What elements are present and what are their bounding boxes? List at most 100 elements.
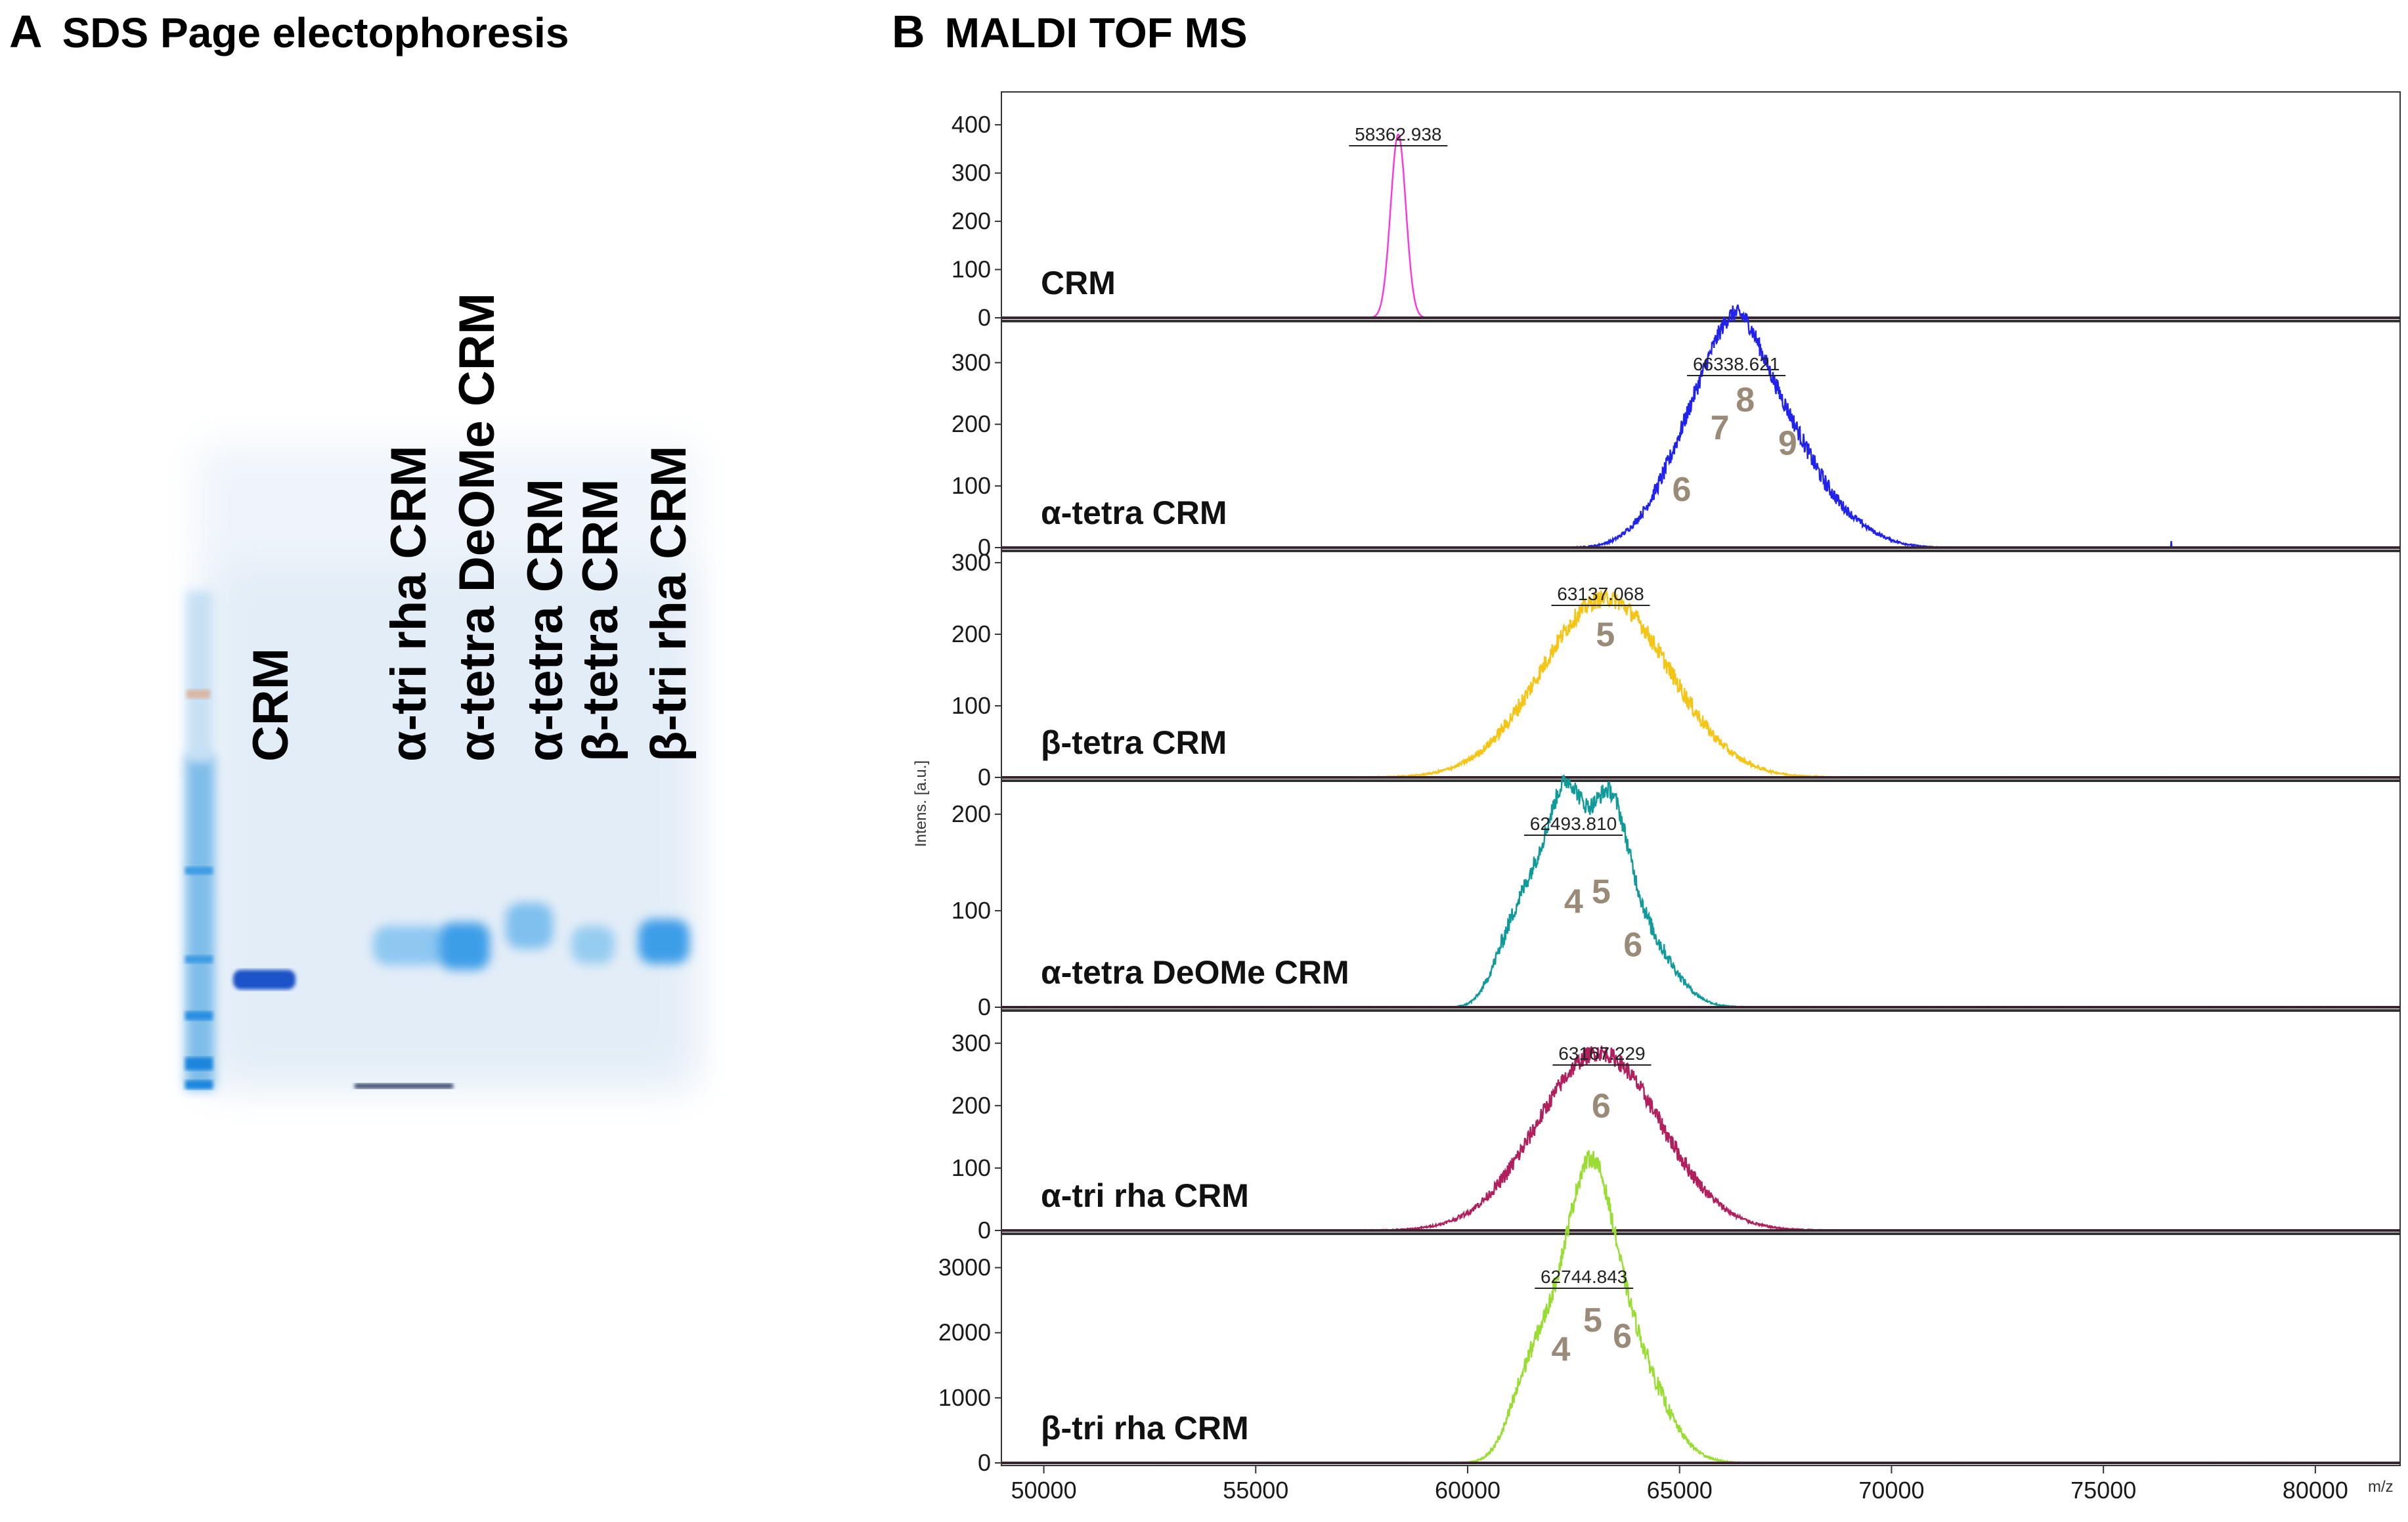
y-tick-label: 200 bbox=[952, 800, 991, 827]
y-tick-label: 0 bbox=[978, 764, 991, 791]
y-tick-label: 0 bbox=[978, 304, 991, 331]
y-tick-label: 100 bbox=[952, 472, 991, 499]
gel-band-beta-tri-rha bbox=[638, 919, 690, 964]
y-tick-label: 2000 bbox=[938, 1319, 991, 1346]
y-tick-label: 200 bbox=[952, 1092, 991, 1119]
x-tick-label: 80000 bbox=[2283, 1477, 2348, 1504]
glycoform-number: 7 bbox=[1711, 409, 1730, 447]
sample-label: β-tri rha CRM bbox=[1041, 1410, 1249, 1446]
ladder-band-1 bbox=[186, 689, 210, 699]
gel-lane-labels: CRM α-tri rha CRM α-tetra DeOMe CRM α-te… bbox=[243, 293, 697, 762]
y-tick-label: 3000 bbox=[938, 1254, 991, 1281]
spectrum-frame bbox=[1001, 91, 2401, 321]
spectrum-panel-2: 0 100 200 300 β-tetra CRM 63137.068 5 bbox=[952, 549, 2401, 791]
glycoform-number: 4 bbox=[1552, 1331, 1571, 1369]
glycoform-number: 6 bbox=[1672, 471, 1691, 509]
y-tick-label: 200 bbox=[952, 410, 991, 437]
x-tick-label: 70000 bbox=[1858, 1477, 1924, 1504]
gel-band-crm bbox=[233, 970, 296, 989]
gel-band-alpha-tetra bbox=[506, 903, 553, 949]
lane-label-alpha-tetra-crm: α-tetra CRM bbox=[517, 479, 573, 762]
sample-label: α-tetra CRM bbox=[1041, 494, 1227, 531]
peak-mass-label: 63167.229 bbox=[1558, 1043, 1645, 1064]
ladder-band-4 bbox=[185, 1011, 213, 1020]
y-tick-label: 200 bbox=[952, 207, 991, 234]
y-tick-label: 100 bbox=[952, 692, 991, 719]
ms-spectra: 0100200300400CRM58362.9380100200300α-tet… bbox=[938, 91, 2401, 1504]
peak-mass-label: 66338.621 bbox=[1693, 354, 1780, 374]
y-tick-label: 300 bbox=[952, 160, 991, 186]
lane-label-beta-tetra-crm: β-tetra CRM bbox=[573, 479, 628, 762]
peak-mass-label: 58362.938 bbox=[1355, 124, 1441, 144]
ladder-band-3 bbox=[185, 955, 213, 963]
glycoform-number: 5 bbox=[1583, 1301, 1602, 1339]
gel-background-core bbox=[217, 565, 690, 1077]
sample-label: β-tetra CRM bbox=[1041, 724, 1227, 761]
peak-mass-label: 62493.810 bbox=[1530, 814, 1617, 834]
y-tick-label: 0 bbox=[978, 1217, 991, 1244]
panel-b-title: B MALDI TOF MS bbox=[892, 5, 1248, 58]
gel-image bbox=[185, 446, 696, 1090]
gel-band-beta-tetra bbox=[571, 926, 615, 964]
spectrum-frame bbox=[1001, 321, 2401, 551]
ladder-band-2 bbox=[185, 867, 213, 875]
sample-label: CRM bbox=[1041, 265, 1116, 301]
y-tick-label: 300 bbox=[952, 1030, 991, 1056]
glycoform-number: 4 bbox=[1564, 882, 1583, 921]
spectrum-panel-0: 0 100 200 300 400 CRM 58362.938 bbox=[952, 91, 2401, 331]
spectrum-trace bbox=[1001, 133, 2400, 319]
y-tick-label: 0 bbox=[978, 1449, 991, 1476]
panel-a-letter: A bbox=[9, 6, 43, 57]
ms-y-axis-label: Intens. [a.u.] bbox=[912, 760, 930, 847]
glycoform-number: 9 bbox=[1778, 424, 1797, 462]
gel-band-alpha-tetra-deome bbox=[439, 923, 490, 970]
panel-a-title: A SDS Page electophoresis bbox=[9, 5, 569, 58]
glycoform-number: 8 bbox=[1736, 381, 1755, 420]
peak-mass-label: 63137.068 bbox=[1557, 584, 1644, 604]
lane-label-beta-tri-rha-crm: β-tri rha CRM bbox=[641, 446, 697, 762]
lane-label-crm: CRM bbox=[243, 648, 299, 762]
x-tick-label: 60000 bbox=[1435, 1477, 1500, 1504]
spectrum-panel-3: 0 100 200 α-tetra DeOMe CRM 62493.810 4 56 bbox=[952, 773, 2401, 1020]
x-tick-label: 50000 bbox=[1011, 1477, 1076, 1504]
y-tick-label: 100 bbox=[952, 897, 991, 924]
panel-b-letter: B bbox=[892, 6, 925, 57]
spectrum-panel-4: 0 100 200 300 α-tri rha CRM 63167.229 6 bbox=[952, 1011, 2401, 1244]
ladder-band-6 bbox=[185, 1080, 213, 1089]
y-tick-label: 200 bbox=[952, 620, 991, 647]
y-tick-label: 100 bbox=[952, 1154, 991, 1181]
glycoform-number: 5 bbox=[1596, 616, 1615, 654]
ms-x-axis: 50000 55000 60000 65000 70000 75000 80000 bbox=[1011, 1466, 2348, 1504]
glycoform-number: 5 bbox=[1592, 873, 1611, 911]
ladder-band-5 bbox=[185, 1057, 213, 1070]
ladder-lane-light bbox=[186, 591, 213, 762]
ms-x-axis-label: m/z bbox=[2368, 1478, 2394, 1496]
spectrum-frame bbox=[1001, 551, 2401, 781]
glycoform-number: 6 bbox=[1592, 1087, 1611, 1125]
gel-bottom-line bbox=[355, 1083, 453, 1089]
y-tick-label: 100 bbox=[952, 256, 991, 283]
y-tick-label: 1000 bbox=[938, 1384, 991, 1411]
x-tick-label: 55000 bbox=[1223, 1477, 1288, 1504]
sample-label: α-tri rha CRM bbox=[1041, 1177, 1249, 1214]
spectrum-frame bbox=[1001, 781, 2401, 1011]
x-tick-label: 65000 bbox=[1647, 1477, 1713, 1504]
y-tick-label: 300 bbox=[952, 349, 991, 376]
y-tick-label: 0 bbox=[978, 993, 991, 1020]
y-tick-label: 400 bbox=[952, 111, 991, 138]
lane-label-alpha-tetra-deome-crm: α-tetra DeOMe CRM bbox=[449, 293, 505, 762]
panel-a-title-text: SDS Page electophoresis bbox=[62, 9, 569, 56]
glycoform-number: 6 bbox=[1623, 926, 1642, 964]
panel-b-title-text: MALDI TOF MS bbox=[944, 9, 1248, 56]
peak-mass-label: 62744.843 bbox=[1541, 1267, 1627, 1287]
sample-label: α-tetra DeOMe CRM bbox=[1041, 954, 1349, 991]
y-tick-label: 0 bbox=[978, 534, 991, 561]
ladder-lane bbox=[185, 755, 215, 1090]
spectrum-frame bbox=[1001, 1011, 2401, 1234]
y-tick-label: 300 bbox=[952, 549, 991, 576]
spectrum-frame bbox=[1001, 1234, 2401, 1466]
